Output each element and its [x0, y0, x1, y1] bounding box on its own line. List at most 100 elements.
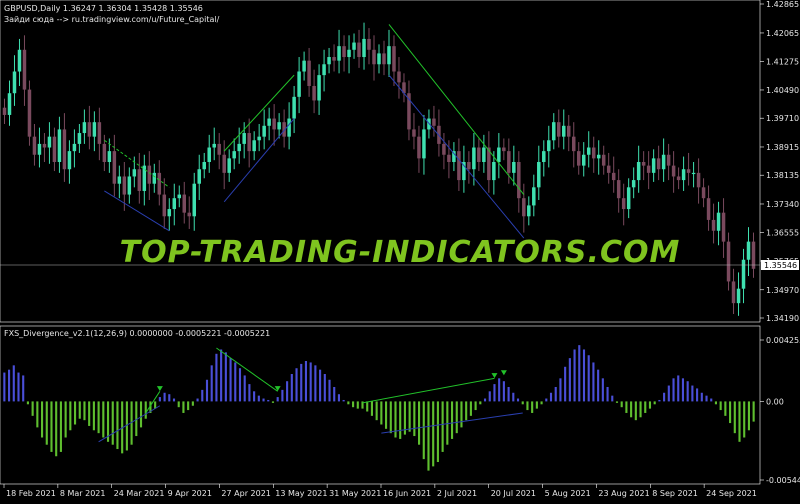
candle-body — [67, 151, 72, 170]
candle-body — [621, 198, 626, 210]
candle-body — [417, 136, 421, 159]
price-tick-label: 1.41275 — [766, 58, 799, 67]
price-tick-label: 1.38135 — [766, 171, 799, 180]
histogram-group — [3, 345, 755, 471]
candle-body — [197, 169, 201, 184]
candle-body — [162, 194, 167, 217]
candle-body — [202, 161, 206, 170]
candle-body — [562, 125, 566, 137]
candle-body — [97, 122, 102, 144]
candle-body — [222, 154, 226, 173]
candle-body — [671, 165, 676, 177]
candle-body — [397, 71, 401, 83]
time-tick-label: 8 Sep 2021 — [652, 489, 698, 498]
candle-body — [367, 38, 371, 50]
candle-body — [372, 49, 376, 65]
candle-body — [187, 212, 191, 217]
candle-body — [347, 49, 351, 58]
price-panel[interactable]: GBPUSD,Daily 1.36247 1.36304 1.35428 1.3… — [0, 0, 761, 323]
candle-body — [517, 161, 521, 199]
candle-body — [552, 122, 556, 141]
candle-body — [72, 143, 77, 152]
candle-body — [307, 60, 311, 86]
candle-body — [542, 151, 546, 162]
candle-body — [447, 154, 451, 162]
candle-body — [167, 209, 172, 217]
candle-body — [302, 60, 306, 72]
candle-body — [462, 161, 466, 181]
time-tick-label: 8 Mar 2021 — [60, 489, 106, 498]
current-price-label: 1.35546 — [764, 261, 797, 270]
candle-body — [457, 151, 461, 181]
candle-body — [362, 38, 366, 58]
candle-body — [252, 140, 256, 152]
candle-body — [192, 183, 196, 217]
candle-body — [646, 165, 651, 173]
candle-body — [157, 172, 162, 195]
candle-body — [7, 93, 12, 115]
candle-body — [711, 219, 716, 231]
price-divergence-line-low — [104, 190, 170, 232]
candle-body — [12, 71, 17, 94]
candle-body — [297, 71, 301, 97]
candle-body — [606, 165, 611, 173]
price-tick-label: 1.34190 — [766, 314, 799, 323]
price-tick-label: 1.38915 — [766, 143, 799, 152]
price-tick-label: 1.37340 — [766, 200, 799, 209]
candle-body — [591, 147, 596, 159]
candle-body — [382, 53, 386, 65]
candle-body — [721, 212, 726, 242]
candle-body — [701, 187, 706, 199]
candle-body — [442, 143, 446, 155]
indicator-divergence-line — [362, 377, 495, 404]
time-tick-label: 24 Sep 2021 — [706, 489, 757, 498]
candle-body — [87, 122, 92, 137]
divergence-arrow — [500, 370, 507, 376]
candle-body — [402, 82, 406, 94]
candle-body — [237, 143, 241, 152]
price-tick-label: 1.40490 — [766, 86, 799, 95]
indicator-axis: 0.0042559 0.00 -0.0054458 — [760, 336, 800, 485]
candle-body — [487, 147, 491, 181]
price-tick-label: 1.42865 — [766, 0, 799, 9]
candle-body — [571, 136, 576, 152]
candle-body — [77, 133, 82, 144]
time-tick-label: 18 Feb 2021 — [6, 489, 56, 498]
candle-body — [696, 172, 701, 188]
time-tick-label: 31 May 2021 — [329, 489, 381, 498]
candle-body — [282, 122, 286, 137]
candle-body — [407, 93, 411, 130]
candle-body — [257, 136, 261, 141]
candle-body — [337, 46, 341, 61]
candle-body — [287, 118, 291, 137]
candle-body — [102, 143, 107, 162]
candle-body — [586, 147, 591, 155]
price-axis: 1.42865 1.42065 1.41275 1.40490 1.39710 1.389… — [760, 0, 799, 323]
indicator-title: FXS_Divergence_v2.1(12,26,9) 0.0000000 -… — [4, 329, 270, 338]
candle-body — [17, 49, 22, 72]
divergence-arrow — [274, 386, 281, 392]
candle-body — [656, 158, 661, 170]
candle-body — [412, 129, 416, 137]
candle-body — [631, 180, 636, 188]
candle-body — [22, 49, 27, 90]
candle-body — [537, 161, 541, 188]
candle-body — [2, 107, 7, 115]
candle-body — [177, 194, 182, 199]
time-tick-label: 20 Jul 2021 — [491, 489, 536, 498]
candle-body — [676, 176, 681, 181]
time-tick-label: 16 Jun 2021 — [383, 489, 431, 498]
candle-body — [247, 133, 251, 152]
candle-body — [322, 64, 326, 76]
candle-body — [686, 169, 691, 173]
candle-body — [262, 125, 266, 137]
watermark: TOP-TRADING-INDICATORS.COM — [120, 235, 681, 270]
indicator-divergence-lines — [98, 347, 523, 443]
indicator-panel[interactable]: FXS_Divergence_v2.1(12,26,9) 0.0000000 -… — [0, 325, 761, 485]
candle-body — [661, 154, 666, 170]
candle-body — [636, 161, 641, 181]
candle-body — [576, 151, 581, 166]
candle-body — [357, 42, 361, 58]
candle-body — [122, 176, 127, 195]
